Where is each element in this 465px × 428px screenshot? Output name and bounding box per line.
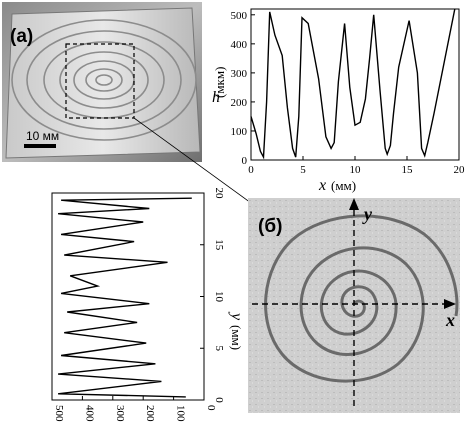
plot-frame — [251, 9, 459, 160]
y-tick-label: 5 — [213, 346, 225, 352]
photo-panel-b: y x (б) — [248, 198, 460, 413]
y-tick-label: 15 — [213, 239, 225, 251]
x-tick-label: 20 — [454, 164, 465, 176]
chart-y-vs-h: 0 5 10 15 20 500 400 300 200 100 0 y (мм) — [0, 185, 245, 423]
y-tick-label: 20 — [213, 188, 225, 200]
y-label-unit: (мкм) — [212, 67, 227, 98]
y-tick-label: 100 — [231, 126, 248, 138]
x-tick-label: 15 — [402, 164, 414, 176]
x-tick-label: 100 — [175, 405, 187, 422]
chart-y-vs-h-svg: 0 5 10 15 20 500 400 300 200 100 0 y (мм) — [0, 185, 245, 423]
axis-label-y: y — [362, 204, 373, 224]
profile-line-y — [58, 198, 192, 397]
x-tick-label: 0 — [248, 164, 254, 176]
y2-label-unit: (мм) — [229, 325, 244, 350]
axis-label-x: x — [445, 310, 455, 330]
x-tick-label: 400 — [83, 405, 95, 422]
x-tick-label: 5 — [300, 164, 306, 176]
y-tick-label: 0 — [213, 397, 225, 403]
x-tick-label: 300 — [114, 405, 126, 422]
panel-label-b: (б) — [258, 216, 282, 237]
x-tick-label: 500 — [53, 405, 65, 422]
y-tick-label: 500 — [231, 10, 248, 22]
y-tick-label: 400 — [231, 39, 248, 51]
x-label-unit: (мм) — [331, 178, 356, 193]
x-tick-label: 200 — [144, 405, 156, 422]
sample-photo-b: y x (б) — [248, 198, 460, 413]
y-tick-label: 0 — [242, 155, 248, 167]
x-label-var: x — [318, 177, 326, 194]
y-tick-label: 10 — [213, 291, 225, 303]
y-tick-label: 300 — [231, 68, 248, 80]
x-tick-label: 0 — [205, 405, 217, 411]
profile-line-x — [251, 9, 455, 157]
y2-label-var: y — [228, 311, 245, 321]
y-tick-label: 200 — [231, 97, 248, 109]
x-tick-label: 10 — [350, 164, 362, 176]
x-ticks: 0 5 10 15 20 — [248, 156, 465, 176]
